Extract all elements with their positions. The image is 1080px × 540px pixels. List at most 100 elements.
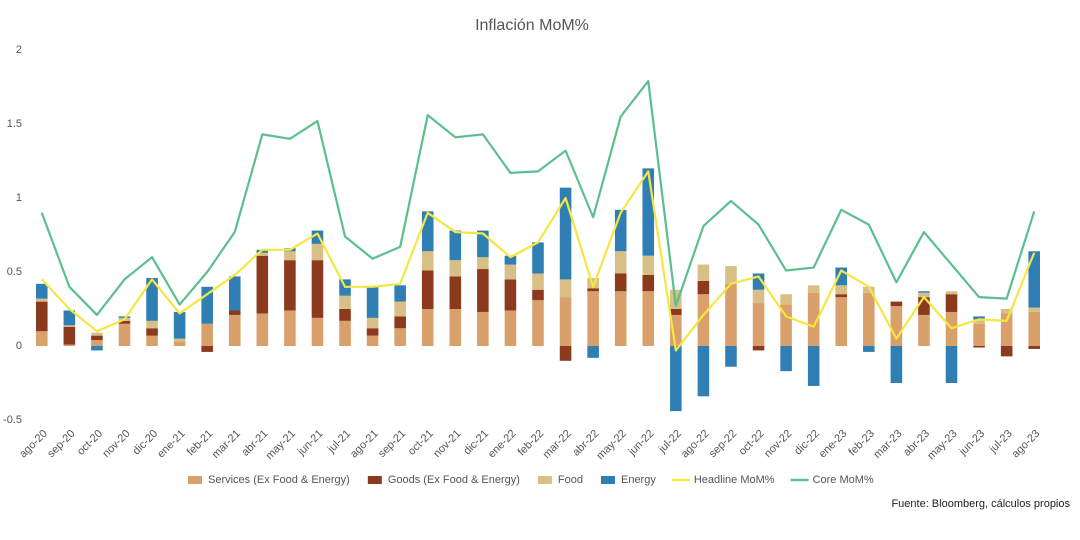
bar-segment [559, 279, 572, 298]
y-tick-label: 0 [16, 340, 22, 352]
line-series [40, 79, 1036, 317]
bar-segment [504, 279, 517, 311]
bar-segment [752, 289, 765, 304]
x-tick-label: sep-22 [707, 428, 739, 460]
bar-segment [311, 243, 324, 261]
bar-segment [587, 291, 599, 346]
bar-segment [366, 317, 379, 329]
legend-label: Services (Ex Food & Energy) [208, 474, 350, 486]
bar-segment [614, 251, 627, 274]
x-tick-label: ago-21 [348, 428, 381, 461]
bar-segment [421, 309, 434, 346]
legend-label: Goods (Ex Food & Energy) [388, 474, 520, 486]
bar-segment [780, 294, 792, 305]
bar-segment [918, 292, 930, 298]
bar-segment [366, 328, 379, 336]
bar-segment [752, 346, 765, 351]
bar-segment [614, 291, 627, 346]
bar-segment [780, 346, 792, 372]
bar-segment [532, 300, 544, 346]
bar-segment [63, 325, 76, 327]
bar-segment [35, 331, 48, 346]
x-tick-label: ago-23 [1010, 428, 1043, 461]
bar-segment [201, 346, 213, 352]
source-note: Fuente: Bloomberg, cálculos propios [891, 498, 1070, 510]
y-tick-label: -0.5 [3, 414, 22, 426]
x-tick-label: oct-21 [406, 428, 436, 458]
x-tick-label: oct-22 [737, 428, 767, 458]
bar-segment [918, 314, 930, 346]
bar-segment [670, 314, 682, 346]
y-tick-label: 2 [16, 44, 22, 56]
x-tick-label: mar-22 [541, 428, 574, 461]
x-tick-label: ene-21 [155, 428, 188, 461]
legend-swatch [188, 476, 202, 484]
bar-segment [1028, 311, 1041, 346]
bar-segment [477, 230, 489, 258]
bar-segment [63, 310, 76, 326]
bar-segment [752, 273, 765, 290]
bar-segment [780, 304, 792, 346]
bar-segment [63, 344, 76, 346]
bar-segment [614, 209, 627, 252]
x-tick-label: oct-20 [75, 428, 105, 458]
bar-segment [973, 316, 985, 320]
bar-segment [146, 328, 158, 336]
line-series [40, 170, 1036, 352]
bar-segment [421, 270, 434, 309]
bar-segment [228, 310, 241, 315]
x-tick-label: nov-22 [762, 428, 794, 460]
bar-segment [201, 286, 213, 324]
bar-segment [35, 301, 48, 332]
legend-swatch [600, 476, 615, 484]
bar-segment [284, 310, 296, 346]
bar-segment [311, 230, 324, 244]
bar-segment [807, 346, 820, 386]
bar-segment [173, 338, 186, 342]
bar-segment [504, 310, 517, 346]
bar-segment [394, 316, 406, 329]
bar-segment [449, 276, 462, 309]
x-tick-label: nov-20 [100, 428, 132, 460]
bar-segment [146, 335, 158, 346]
bar-segment [91, 332, 103, 336]
bar-segment [890, 301, 903, 307]
bar-segment [504, 255, 517, 265]
bar-segment [863, 292, 875, 346]
bar-segment [945, 294, 958, 312]
bar-segment [339, 309, 351, 321]
x-tick-label: may-22 [594, 428, 628, 462]
bar-segment [835, 294, 848, 298]
bar-segment [807, 285, 820, 293]
bar-segment [973, 346, 985, 348]
bar-segment [890, 306, 903, 346]
x-tick-label: ago-22 [679, 428, 712, 461]
bar-segment [311, 317, 324, 346]
y-tick-label: 1 [16, 192, 22, 204]
bar-segment [146, 320, 158, 329]
bar-segment [146, 277, 158, 321]
bar-segment [118, 320, 131, 324]
bar-segment [559, 297, 572, 346]
y-tick-label: 1.5 [7, 118, 22, 130]
bar-segment [504, 264, 517, 280]
bar-segment [173, 341, 186, 346]
bar-segment [532, 242, 544, 274]
bar-segment [890, 346, 903, 383]
bar-segment [863, 346, 875, 352]
bar-segment [835, 267, 848, 286]
bar-segment [918, 291, 930, 293]
bar-segment [587, 288, 599, 292]
bar-segment [35, 298, 48, 302]
bar-segment [366, 286, 379, 318]
y-tick-label: 0.5 [7, 266, 22, 278]
bar-segment [1000, 313, 1013, 346]
bar-segment [835, 285, 848, 295]
bar-segment [394, 328, 406, 346]
bar-segment [614, 273, 627, 292]
x-tick-label: ene-22 [486, 428, 519, 461]
bar-segment [201, 323, 213, 346]
bar-segment [642, 255, 655, 275]
bar-segment [670, 309, 682, 315]
bar-segment [63, 326, 76, 345]
